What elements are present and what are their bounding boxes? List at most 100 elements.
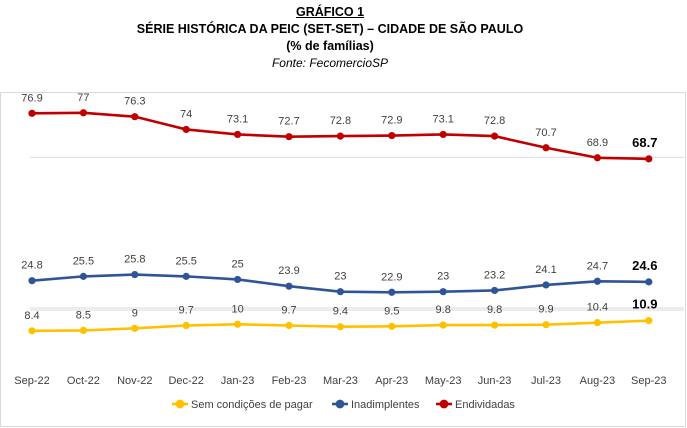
data-label: 24.1: [535, 264, 556, 276]
data-point: [182, 272, 190, 280]
data-label: 25: [231, 258, 243, 270]
x-tick-label: Jun-23: [478, 375, 512, 387]
legend-label: Sem condições de pagar: [191, 399, 313, 411]
x-tick-label: Nov-22: [117, 375, 152, 387]
legend-label: Endividadas: [455, 399, 515, 411]
data-label: 68.9: [587, 137, 608, 149]
data-label: 72.7: [278, 116, 299, 128]
data-label: 76.3: [124, 96, 145, 108]
x-tick-label: Apr-23: [375, 375, 408, 387]
data-label: 9: [132, 307, 138, 319]
legend-marker: [439, 399, 449, 409]
chart-frame: [0, 92, 686, 427]
data-label: 8.4: [24, 310, 39, 322]
data-label: 23.9: [278, 265, 299, 277]
x-tick-label: Feb-23: [272, 375, 307, 387]
data-label: 8.5: [76, 309, 91, 321]
data-point: [388, 322, 396, 330]
data-point: [336, 288, 344, 296]
chart-header: GRÁFICO 1 SÉRIE HISTÓRICA DA PEIC (SET-S…: [0, 4, 660, 72]
data-label: 68.7: [632, 135, 657, 150]
data-point: [285, 321, 293, 330]
data-point: [593, 277, 602, 285]
data-label: 24.7: [587, 260, 608, 272]
data-point: [79, 272, 87, 280]
x-tick-label: Sep-22: [14, 375, 49, 387]
data-point: [79, 109, 87, 117]
chart-label: GRÁFICO 1: [295, 5, 365, 19]
data-point: [593, 154, 602, 162]
data-label: 73.1: [227, 113, 248, 125]
data-point: [542, 144, 550, 152]
data-label: 23: [334, 271, 346, 283]
data-label: 9.7: [281, 305, 296, 317]
data-label: 72.8: [484, 115, 505, 127]
data-label: 10.4: [587, 302, 608, 314]
data-point: [285, 133, 293, 141]
data-point: [336, 132, 344, 140]
legend-label: Inadimplentes: [351, 399, 420, 411]
data-label: 76.9: [21, 92, 42, 104]
data-label: 9.9: [538, 304, 553, 316]
data-label: 24.6: [632, 258, 657, 273]
data-point: [491, 321, 499, 329]
data-label: 72.9: [381, 115, 402, 127]
data-point: [234, 130, 242, 139]
data-label: 72.8: [330, 115, 351, 127]
data-point: [285, 282, 293, 290]
x-tick-label: Dec-22: [168, 375, 203, 387]
data-point: [28, 277, 36, 285]
data-label: 24.8: [21, 260, 42, 272]
data-point: [388, 131, 396, 140]
x-tick-label: Jul-23: [531, 375, 561, 387]
data-label: 25.5: [73, 255, 94, 267]
data-point: [439, 288, 447, 296]
chart-unit: (% de famílias): [286, 39, 374, 53]
data-label: 9.4: [333, 306, 348, 318]
data-label: 10.9: [632, 297, 657, 312]
data-point: [491, 286, 499, 295]
data-point: [388, 288, 396, 296]
data-label: 9.5: [384, 305, 399, 317]
legend-marker: [335, 399, 345, 409]
data-point: [439, 321, 447, 329]
data-label: 25.8: [124, 254, 145, 266]
data-point: [79, 326, 87, 334]
legend-marker: [175, 399, 185, 409]
data-point: [234, 320, 242, 328]
x-tick-label: Sep-23: [631, 375, 666, 387]
data-point: [645, 155, 653, 163]
data-point: [234, 275, 242, 284]
x-tick-label: Aug-23: [580, 375, 615, 387]
data-point: [542, 321, 550, 329]
x-tick-label: May-23: [425, 375, 462, 387]
data-point: [439, 130, 447, 139]
x-tick-label: Oct-22: [67, 375, 100, 387]
data-point: [28, 109, 36, 117]
data-label: 23.2: [484, 269, 505, 281]
data-label: 9.7: [179, 305, 194, 317]
data-label: 9.8: [487, 304, 502, 316]
data-label: 10: [231, 303, 243, 315]
data-point: [542, 281, 550, 289]
chart-title: SÉRIE HISTÓRICA DA PEIC (SET-SET) – CIDA…: [136, 22, 524, 36]
data-label: 77: [77, 92, 89, 104]
data-label: 25.5: [175, 255, 196, 267]
data-point: [182, 321, 190, 330]
data-point: [182, 125, 190, 134]
data-label: 22.9: [381, 271, 402, 283]
data-point: [131, 324, 139, 332]
data-label: 74: [180, 108, 192, 120]
data-point: [491, 132, 499, 140]
x-tick-label: Jan-23: [221, 375, 255, 387]
data-point: [28, 327, 36, 335]
data-point: [131, 270, 139, 279]
data-label: 73.1: [432, 113, 453, 125]
data-point: [131, 113, 139, 121]
data-point: [645, 317, 653, 325]
data-point: [336, 323, 344, 331]
data-label: 23: [437, 271, 449, 283]
data-point: [593, 319, 602, 327]
data-label: 70.7: [535, 127, 556, 139]
